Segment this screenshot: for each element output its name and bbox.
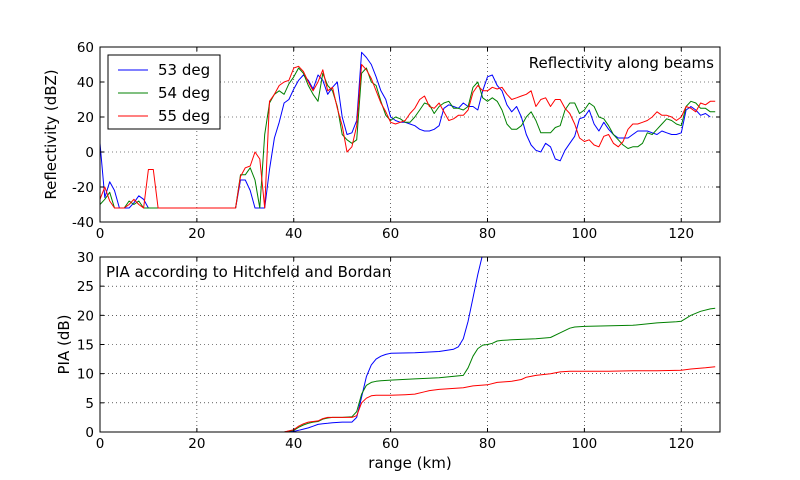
pia-annotation: PIA according to Hitchfeld and Bordan — [106, 263, 391, 281]
pia-ytick-label: 20 — [77, 308, 94, 324]
pia-panel: 0 20 40 60 80 100 120 0 5 10 15 20 25 30 PIA accordin… — [55, 250, 721, 472]
reflectivity-series-group — [100, 51, 716, 209]
reflectivity-axes-frame — [99, 46, 721, 223]
reflectivity-ylabel: Reflectivity (dBZ) — [42, 69, 60, 199]
reflectivity-xtick-label: 100 — [571, 226, 597, 242]
pia-ticks: 0 20 40 60 80 100 120 0 5 10 15 20 25 30 — [77, 250, 720, 452]
pia-xlabel: range (km) — [368, 454, 451, 472]
reflectivity-ytick-label: -40 — [72, 215, 94, 231]
pia-ytick-label: 5 — [85, 396, 94, 412]
reflectivity-panel: 0 20 40 60 80 100 120 -40 -20 0 20 40 60 Reflectivit… — [42, 40, 721, 242]
legend-label-53: 53 deg — [158, 61, 210, 79]
reflectivity-ytick-label: 0 — [85, 145, 94, 161]
pia-ylabel: PIA (dB) — [55, 314, 73, 374]
pia-series-group — [100, 257, 716, 432]
legend-label-55: 55 deg — [158, 107, 210, 125]
reflectivity-xtick-label: 40 — [285, 226, 302, 242]
pia-ytick-label: 15 — [77, 338, 94, 354]
legend: 53 deg 54 deg 55 deg — [107, 54, 221, 130]
reflectivity-xtick-label: 80 — [479, 226, 496, 242]
reflectivity-ytick-label: -20 — [72, 180, 94, 196]
legend-box — [107, 54, 221, 130]
pia-xtick-label: 0 — [96, 436, 105, 452]
reflectivity-series-53-deg — [100, 51, 711, 209]
reflectivity-ytick-label: 40 — [77, 75, 94, 91]
reflectivity-xtick-label: 0 — [96, 226, 105, 242]
pia-xtick-label: 20 — [188, 436, 205, 452]
pia-series-53-deg — [100, 257, 483, 432]
pia-grid — [100, 257, 720, 432]
reflectivity-xtick-label: 20 — [188, 226, 205, 242]
pia-xtick-label: 40 — [285, 436, 302, 452]
reflectivity-ytick-label: 20 — [77, 110, 94, 126]
reflectivity-ytick-label: 60 — [77, 40, 94, 56]
reflectivity-annotation: Reflectivity along beams — [529, 54, 714, 72]
pia-xtick-label: 120 — [668, 436, 694, 452]
pia-ytick-label: 0 — [85, 425, 94, 441]
reflectivity-xtick-label: 120 — [668, 226, 694, 242]
reflectivity-grid — [100, 47, 720, 222]
pia-ytick-label: 25 — [77, 279, 94, 295]
pia-ytick-label: 30 — [77, 250, 94, 266]
legend-label-54: 54 deg — [158, 84, 210, 102]
reflectivity-series-54-deg — [100, 67, 716, 209]
reflectivity-ticks: 0 20 40 60 80 100 120 -40 -20 0 20 40 60 — [72, 40, 720, 242]
pia-xtick-label: 100 — [571, 436, 597, 452]
pia-xtick-label: 60 — [382, 436, 399, 452]
pia-series-55-deg — [100, 366, 716, 432]
reflectivity-xtick-label: 60 — [382, 226, 399, 242]
reflectivity-series-55-deg — [100, 64, 716, 209]
pia-xtick-label: 80 — [479, 436, 496, 452]
pia-ytick-label: 10 — [77, 367, 94, 383]
pia-series-54-deg — [100, 307, 716, 432]
